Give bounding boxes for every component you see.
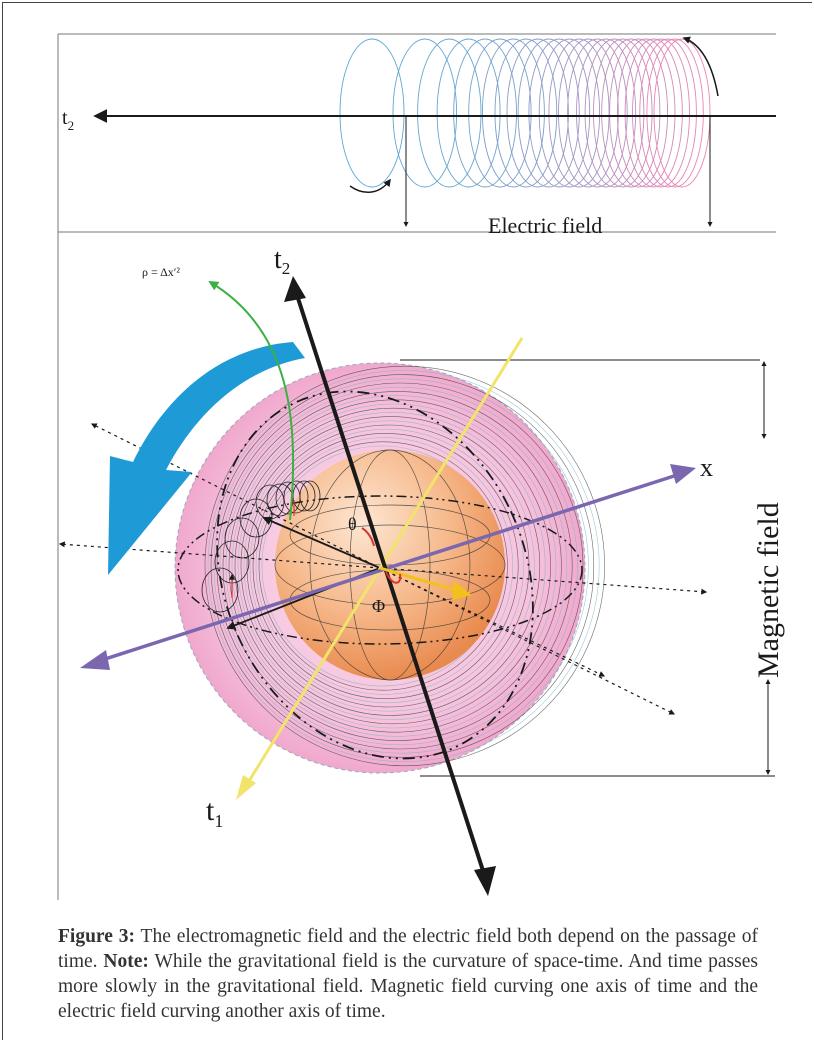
rotation-arrow-blue — [108, 342, 305, 575]
t1-label: t1 — [206, 794, 223, 831]
magnetic-field-label: Magnetic field — [752, 502, 785, 678]
orbit-vertical — [216, 390, 534, 760]
rotation-arrow-top-left — [349, 178, 391, 193]
curvature-rings — [204, 365, 605, 767]
x-label: x — [700, 453, 713, 482]
x-axis — [101, 474, 675, 662]
caption-text-2: While the gravitational field is the cur… — [58, 951, 758, 1022]
electric-field-coil — [339, 38, 711, 188]
theta-label: θ — [348, 514, 357, 534]
rotation-arrow-top-right — [682, 36, 719, 97]
t2-label-bottom: t2 — [274, 244, 290, 278]
note-label: Note: — [103, 951, 149, 972]
t2-label-top: t2 — [62, 107, 74, 133]
electric-field-label: Electric field — [488, 213, 602, 238]
caption-text-1: The electromagnetic field and the electr… — [58, 926, 758, 972]
figure-illustration: t2 Electric field Magnetic field — [57, 33, 785, 900]
bottom-panel: Magnetic field — [57, 232, 785, 900]
rho-curve — [208, 280, 295, 521]
phi-label: Φ — [372, 596, 385, 616]
t2-axis — [294, 291, 488, 881]
top-panel: t2 Electric field — [57, 33, 776, 238]
figure-label: Figure 3: — [58, 926, 136, 947]
rho-label: ρ = Δx′² — [142, 265, 180, 279]
orbit-horizontal — [177, 495, 583, 645]
figure-caption: Figure 3: The electromagnetic field and … — [58, 924, 758, 1024]
